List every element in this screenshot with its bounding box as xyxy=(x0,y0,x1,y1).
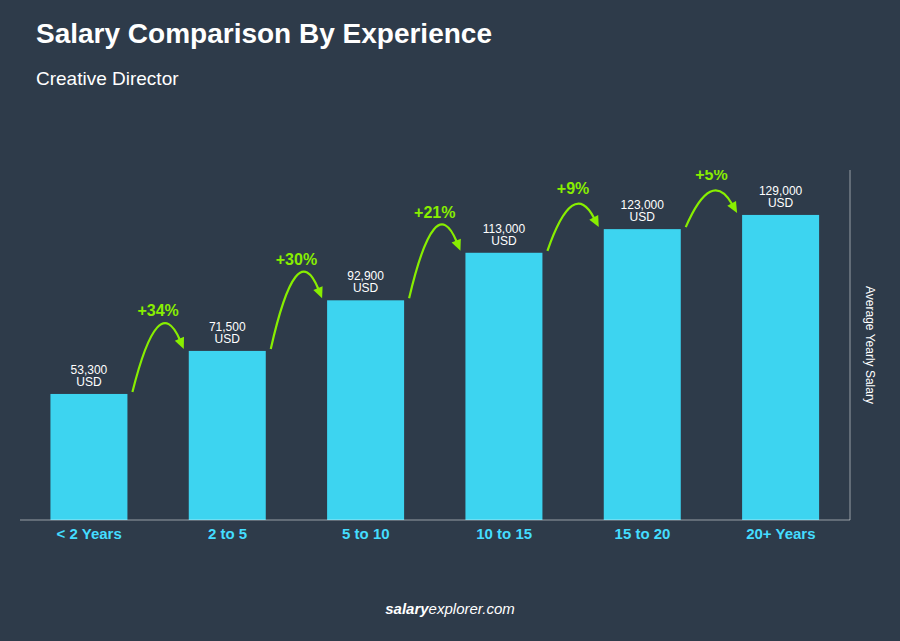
svg-text:10 to 15: 10 to 15 xyxy=(476,525,532,542)
html-text:salary explorer.com: salary explorer.com xyxy=(385,600,515,617)
svg-text:+5%: +5% xyxy=(695,170,727,183)
svg-text:129,000USD: 129,000USD xyxy=(759,184,803,210)
svg-text:92,900USD: 92,900USD xyxy=(347,269,384,295)
svg-text:5 to 10: 5 to 10 xyxy=(342,525,390,542)
html-text:Salary Comparison By Experienc: Salary Comparison By Experience xyxy=(36,18,492,49)
html-text:Creative Director: Creative Director xyxy=(36,68,179,89)
svg-text:< 2 Years: < 2 Years xyxy=(57,525,122,542)
svg-text:123,000USD: 123,000USD xyxy=(621,198,665,224)
svg-text:Average Yearly Salary: Average Yearly Salary xyxy=(863,286,877,404)
svg-text:71,500USD: 71,500USD xyxy=(209,320,246,346)
svg-text:113,000USD: 113,000USD xyxy=(483,222,526,248)
svg-text:15 to 20: 15 to 20 xyxy=(615,525,671,542)
svg-text:2 to 5: 2 to 5 xyxy=(208,525,247,542)
svg-text:20+ Years: 20+ Years xyxy=(746,525,815,542)
svg-text:+9%: +9% xyxy=(557,180,589,197)
svg-text:+30%: +30% xyxy=(276,251,317,268)
svg-text:53,300USD: 53,300USD xyxy=(71,363,108,389)
svg-text:+21%: +21% xyxy=(414,204,455,221)
svg-text:+34%: +34% xyxy=(137,302,178,319)
